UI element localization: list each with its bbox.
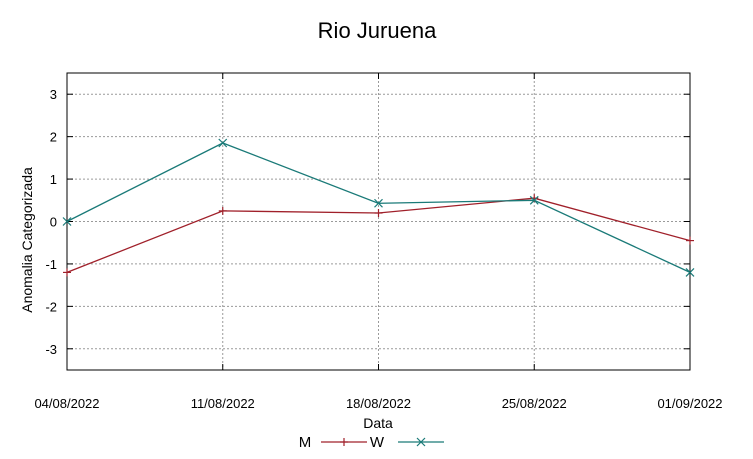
data-point-w <box>685 267 695 277</box>
y-tick-label: 3 <box>50 87 57 102</box>
data-point-w <box>62 217 72 226</box>
legend-marker-m <box>340 438 348 446</box>
y-tick-label: -1 <box>45 257 57 272</box>
series-group <box>62 138 695 277</box>
y-tick-label: -3 <box>45 342 57 357</box>
y-tick-label: 1 <box>50 172 57 187</box>
data-point-m <box>374 209 383 218</box>
x-tick-label: 04/08/2022 <box>34 396 99 411</box>
x-tick-label: 18/08/2022 <box>346 396 411 411</box>
y-axis-label: Anomalia Categorizada <box>19 167 35 313</box>
y-tick-label: -2 <box>45 299 57 314</box>
x-axis-label: Data <box>363 415 393 431</box>
x-tick-label: 11/08/2022 <box>191 396 255 411</box>
legend-marker-w <box>416 437 426 447</box>
data-point-w <box>529 195 539 205</box>
data-point-w <box>374 198 383 208</box>
legend-label-w: W <box>370 434 385 451</box>
y-tick-label: 2 <box>50 130 57 145</box>
chart-title: Rio Juruena <box>318 18 437 43</box>
data-point-w <box>218 138 228 148</box>
legend-label-m: M <box>299 434 312 451</box>
y-tick-label: 0 <box>50 215 57 230</box>
x-tick-label: 25/08/2022 <box>502 396 567 411</box>
x-axis: 04/08/2022 11/08/2022 18/08/2022 25/08/2022… <box>34 73 723 411</box>
x-tick-label: 01/09/2022 <box>657 396 722 411</box>
data-point-m <box>218 206 227 215</box>
data-point-m <box>63 268 71 277</box>
data-point-m <box>686 236 694 245</box>
grid <box>66 73 691 370</box>
y-axis: -3 -2 -1 0 1 2 3 <box>45 87 690 357</box>
